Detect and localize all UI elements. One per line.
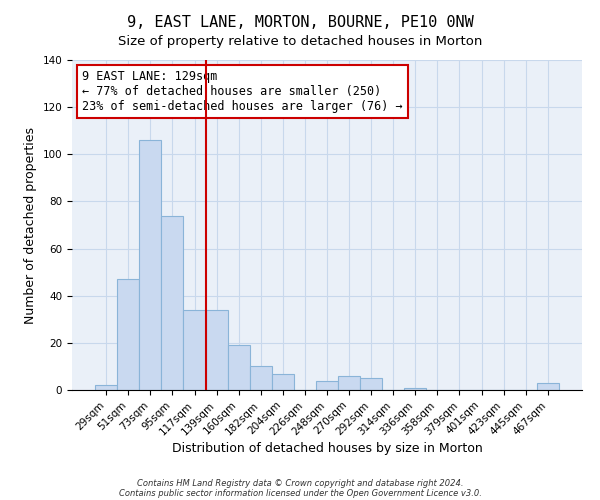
- Bar: [272, 374, 294, 390]
- Bar: [316, 380, 338, 390]
- Bar: [537, 383, 559, 390]
- Bar: [139, 140, 161, 390]
- Bar: [404, 388, 427, 390]
- Bar: [250, 366, 272, 390]
- Bar: [184, 310, 206, 390]
- Y-axis label: Number of detached properties: Number of detached properties: [24, 126, 37, 324]
- Bar: [161, 216, 184, 390]
- Text: Contains HM Land Registry data © Crown copyright and database right 2024.: Contains HM Land Registry data © Crown c…: [137, 478, 463, 488]
- Bar: [117, 279, 139, 390]
- Bar: [360, 378, 382, 390]
- Bar: [227, 345, 250, 390]
- Bar: [206, 310, 227, 390]
- X-axis label: Distribution of detached houses by size in Morton: Distribution of detached houses by size …: [172, 442, 482, 455]
- Bar: [95, 386, 117, 390]
- Text: 9, EAST LANE, MORTON, BOURNE, PE10 0NW: 9, EAST LANE, MORTON, BOURNE, PE10 0NW: [127, 15, 473, 30]
- Bar: [338, 376, 360, 390]
- Text: Contains public sector information licensed under the Open Government Licence v3: Contains public sector information licen…: [119, 488, 481, 498]
- Text: 9 EAST LANE: 129sqm
← 77% of detached houses are smaller (250)
23% of semi-detac: 9 EAST LANE: 129sqm ← 77% of detached ho…: [82, 70, 403, 113]
- Text: Size of property relative to detached houses in Morton: Size of property relative to detached ho…: [118, 35, 482, 48]
